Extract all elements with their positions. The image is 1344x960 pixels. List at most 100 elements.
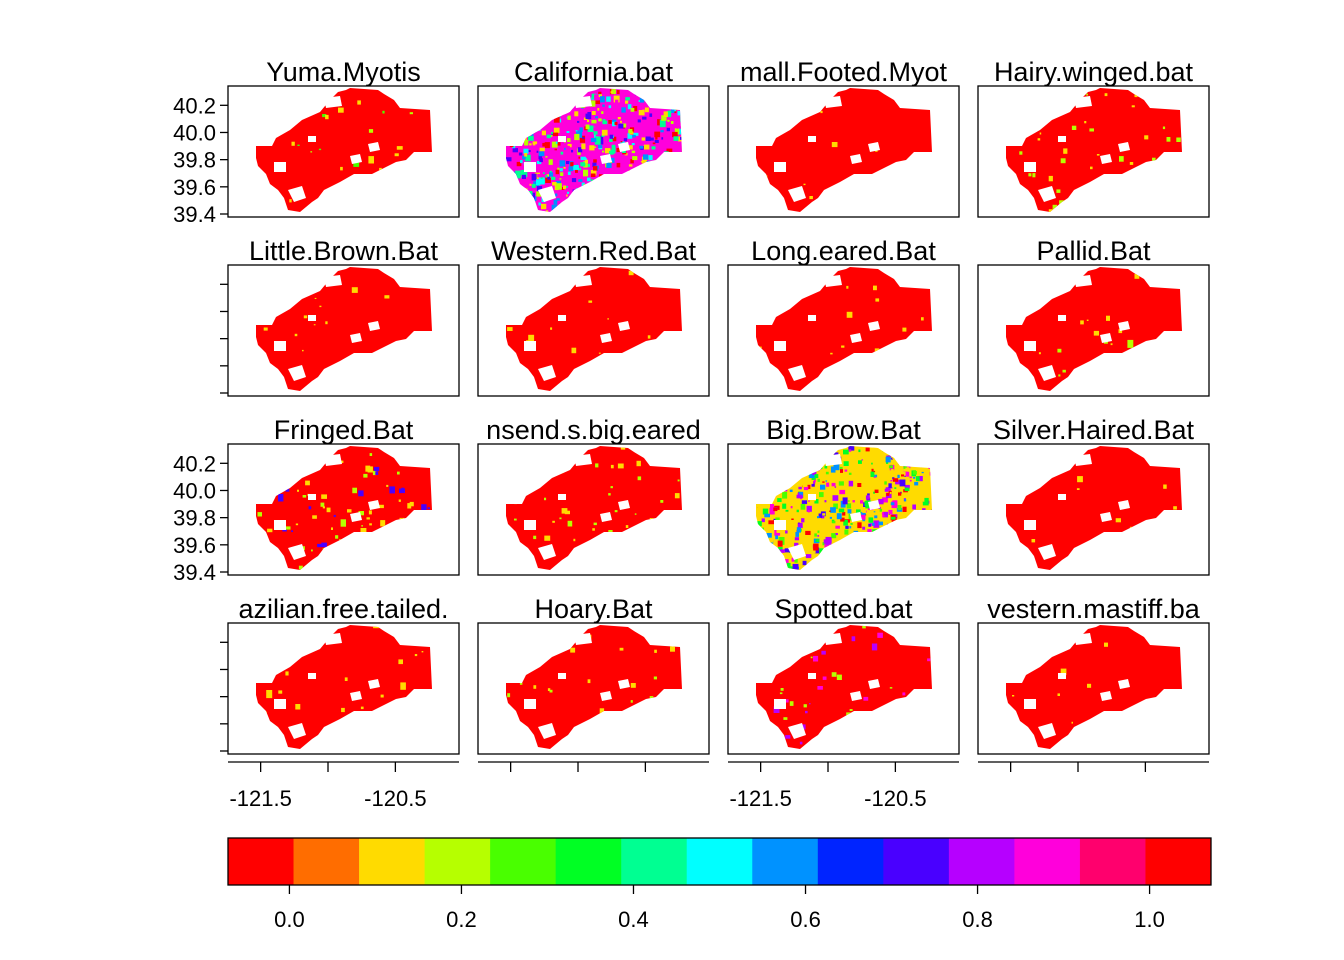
map-cell bbox=[261, 484, 268, 489]
map-cell bbox=[802, 560, 807, 566]
map-cell bbox=[835, 566, 842, 570]
map-cell bbox=[908, 461, 912, 464]
map-cell bbox=[848, 541, 852, 544]
map-cell bbox=[906, 465, 911, 469]
map-cell bbox=[414, 533, 419, 540]
map-cell bbox=[560, 208, 566, 212]
map-cell bbox=[931, 489, 932, 492]
map-cell bbox=[260, 491, 263, 494]
no-data-area bbox=[618, 321, 630, 331]
map-cell bbox=[518, 192, 521, 194]
map-cell bbox=[867, 493, 870, 496]
map-cell bbox=[913, 476, 916, 479]
map-panel: Spotted.bat-121.5 -120.5 bbox=[727, 594, 960, 811]
map-cell bbox=[822, 481, 825, 483]
map-cell bbox=[836, 513, 842, 520]
map-cell bbox=[397, 471, 400, 475]
map-cell bbox=[265, 100, 270, 104]
map-cell bbox=[1152, 370, 1154, 373]
map-cell bbox=[871, 462, 873, 465]
no-data-area bbox=[308, 673, 316, 679]
map-cell bbox=[767, 449, 771, 452]
map-cell bbox=[549, 172, 554, 177]
map-cell bbox=[274, 489, 277, 491]
map-cell bbox=[546, 174, 551, 179]
map-cell bbox=[536, 191, 542, 197]
map-cell bbox=[671, 208, 677, 212]
map-cell bbox=[600, 196, 604, 199]
map-cell bbox=[565, 176, 568, 179]
panel-frame bbox=[727, 622, 960, 755]
map-cell bbox=[542, 142, 547, 147]
map-cell bbox=[812, 446, 816, 449]
map-cell bbox=[830, 507, 836, 513]
map-cell bbox=[589, 145, 595, 151]
map-cell bbox=[281, 478, 288, 487]
map-cell bbox=[593, 182, 596, 186]
map-cell bbox=[1182, 483, 1185, 486]
no-data-area bbox=[368, 679, 380, 689]
panel-title: Western.Red.Bat bbox=[491, 236, 697, 266]
panel-frame bbox=[477, 264, 710, 397]
map-cell bbox=[612, 121, 616, 127]
map-cell bbox=[621, 107, 626, 113]
no-data-area bbox=[824, 96, 842, 108]
map-cell bbox=[567, 520, 573, 527]
map-cell bbox=[818, 519, 821, 522]
map-cell bbox=[912, 637, 919, 642]
map-cell bbox=[257, 512, 262, 517]
map-cell bbox=[273, 446, 277, 449]
map-region bbox=[756, 88, 932, 212]
map-cell bbox=[1060, 158, 1066, 164]
map-cell bbox=[558, 108, 561, 112]
map-cell bbox=[668, 165, 673, 169]
map-cell bbox=[892, 532, 897, 537]
map-cell bbox=[608, 120, 612, 124]
map-cell bbox=[868, 517, 874, 523]
map-cell bbox=[598, 93, 601, 95]
map-cell bbox=[898, 492, 902, 496]
map-cell bbox=[396, 520, 399, 523]
map-cell bbox=[680, 95, 682, 100]
map-panel: Hairy.winged.bat bbox=[977, 57, 1210, 218]
map-cell bbox=[873, 568, 878, 570]
no-data-area bbox=[1074, 96, 1092, 108]
map-cell bbox=[907, 567, 910, 569]
map-cell bbox=[872, 567, 875, 570]
map-cell bbox=[921, 471, 924, 474]
map-cell bbox=[769, 507, 775, 515]
map-cell bbox=[778, 482, 782, 486]
map-cell bbox=[519, 682, 523, 685]
map-cell bbox=[633, 206, 638, 209]
map-cell bbox=[842, 497, 848, 505]
map-cell bbox=[910, 543, 913, 547]
map-cell bbox=[616, 162, 621, 168]
map-cell bbox=[302, 495, 307, 498]
map-cell bbox=[802, 482, 808, 487]
map-cell bbox=[538, 202, 541, 206]
map-cell bbox=[291, 141, 295, 146]
map-cell bbox=[256, 460, 262, 466]
map-cell bbox=[384, 295, 390, 299]
panel-title: Spotted.bat bbox=[774, 594, 913, 624]
panel-frame bbox=[977, 264, 1210, 397]
map-cell bbox=[631, 214, 636, 219]
map-cell bbox=[256, 185, 262, 190]
map-cell bbox=[782, 492, 788, 499]
no-data-area bbox=[1058, 136, 1066, 142]
map-cell bbox=[822, 513, 826, 516]
no-data-area bbox=[1024, 162, 1036, 172]
map-cell bbox=[522, 174, 526, 179]
map-cell bbox=[625, 188, 630, 192]
y-axis bbox=[220, 283, 228, 394]
map-cell bbox=[622, 211, 627, 212]
map-cell bbox=[829, 568, 835, 570]
map-cell bbox=[878, 498, 884, 505]
map-cell bbox=[557, 142, 561, 146]
map-cell bbox=[810, 656, 813, 659]
map-cell bbox=[423, 460, 428, 465]
map-cell bbox=[901, 555, 908, 563]
map-cell bbox=[660, 130, 664, 133]
map-cell bbox=[638, 187, 645, 196]
map-cell bbox=[267, 293, 270, 297]
